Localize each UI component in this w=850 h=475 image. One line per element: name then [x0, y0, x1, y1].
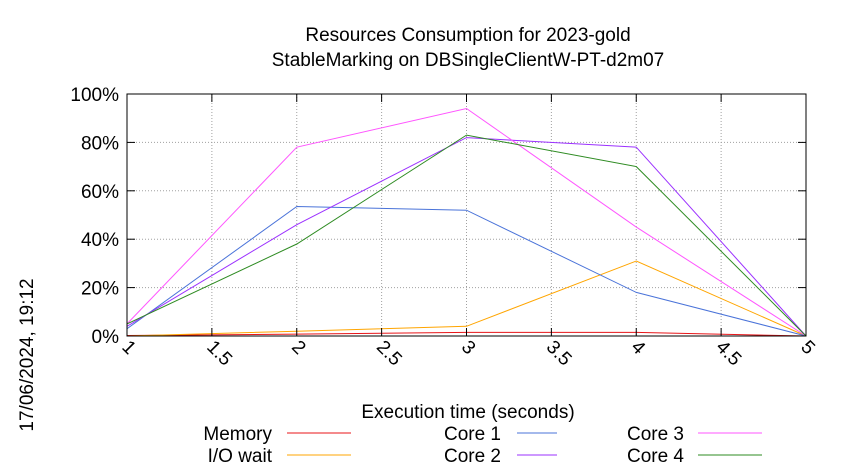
series-line-core-1 [126, 205, 807, 337]
legend-label: I/O wait [208, 446, 273, 467]
y-tick-label: 100% [70, 85, 119, 106]
x-tick-label: 4.5 [712, 337, 746, 371]
grid-lines [126, 93, 807, 337]
y-tick-label: 40% [81, 230, 119, 251]
series-line-core-3 [126, 107, 807, 337]
x-tick-label: 2 [287, 337, 309, 359]
y-tick-label: 20% [81, 279, 119, 300]
x-tick-label: 1.5 [202, 337, 236, 371]
x-tick-label: 4 [627, 337, 650, 360]
x-tick-label: 5 [796, 337, 818, 359]
legend-label: Core 4 [627, 446, 684, 467]
chart-title-line-2: StableMarking on DBSingleClientW-PT-d2m0… [272, 50, 665, 71]
axis-ticks: 0% 20% 40% 60% 80% 100% 1 1.5 2 2.5 3 3.5 4 4.5 5 [70, 85, 818, 370]
timestamp-label: 17/06/2024, 19:12 [17, 278, 38, 431]
legend-label: Core 3 [627, 424, 684, 445]
legend-label: Core 1 [444, 424, 501, 445]
x-tick-label: 1 [117, 337, 139, 359]
legend-label: Memory [203, 424, 272, 445]
y-tick-label: 80% [81, 133, 119, 154]
x-tick-label: 3.5 [542, 337, 576, 371]
y-tick-label: 0% [92, 327, 120, 348]
x-axis-label: Execution time (seconds) [361, 402, 574, 423]
series-line-core-2 [126, 137, 807, 337]
chart-title-line-1: Resources Consumption for 2023-gold [305, 25, 630, 46]
x-tick-label: 3 [457, 337, 479, 359]
y-tick-label: 60% [81, 182, 119, 203]
series-line-i-o-wait [126, 260, 807, 337]
x-tick-label: 2.5 [372, 337, 406, 371]
legend-label: Core 2 [444, 446, 501, 467]
series-line-core-4 [126, 134, 807, 337]
